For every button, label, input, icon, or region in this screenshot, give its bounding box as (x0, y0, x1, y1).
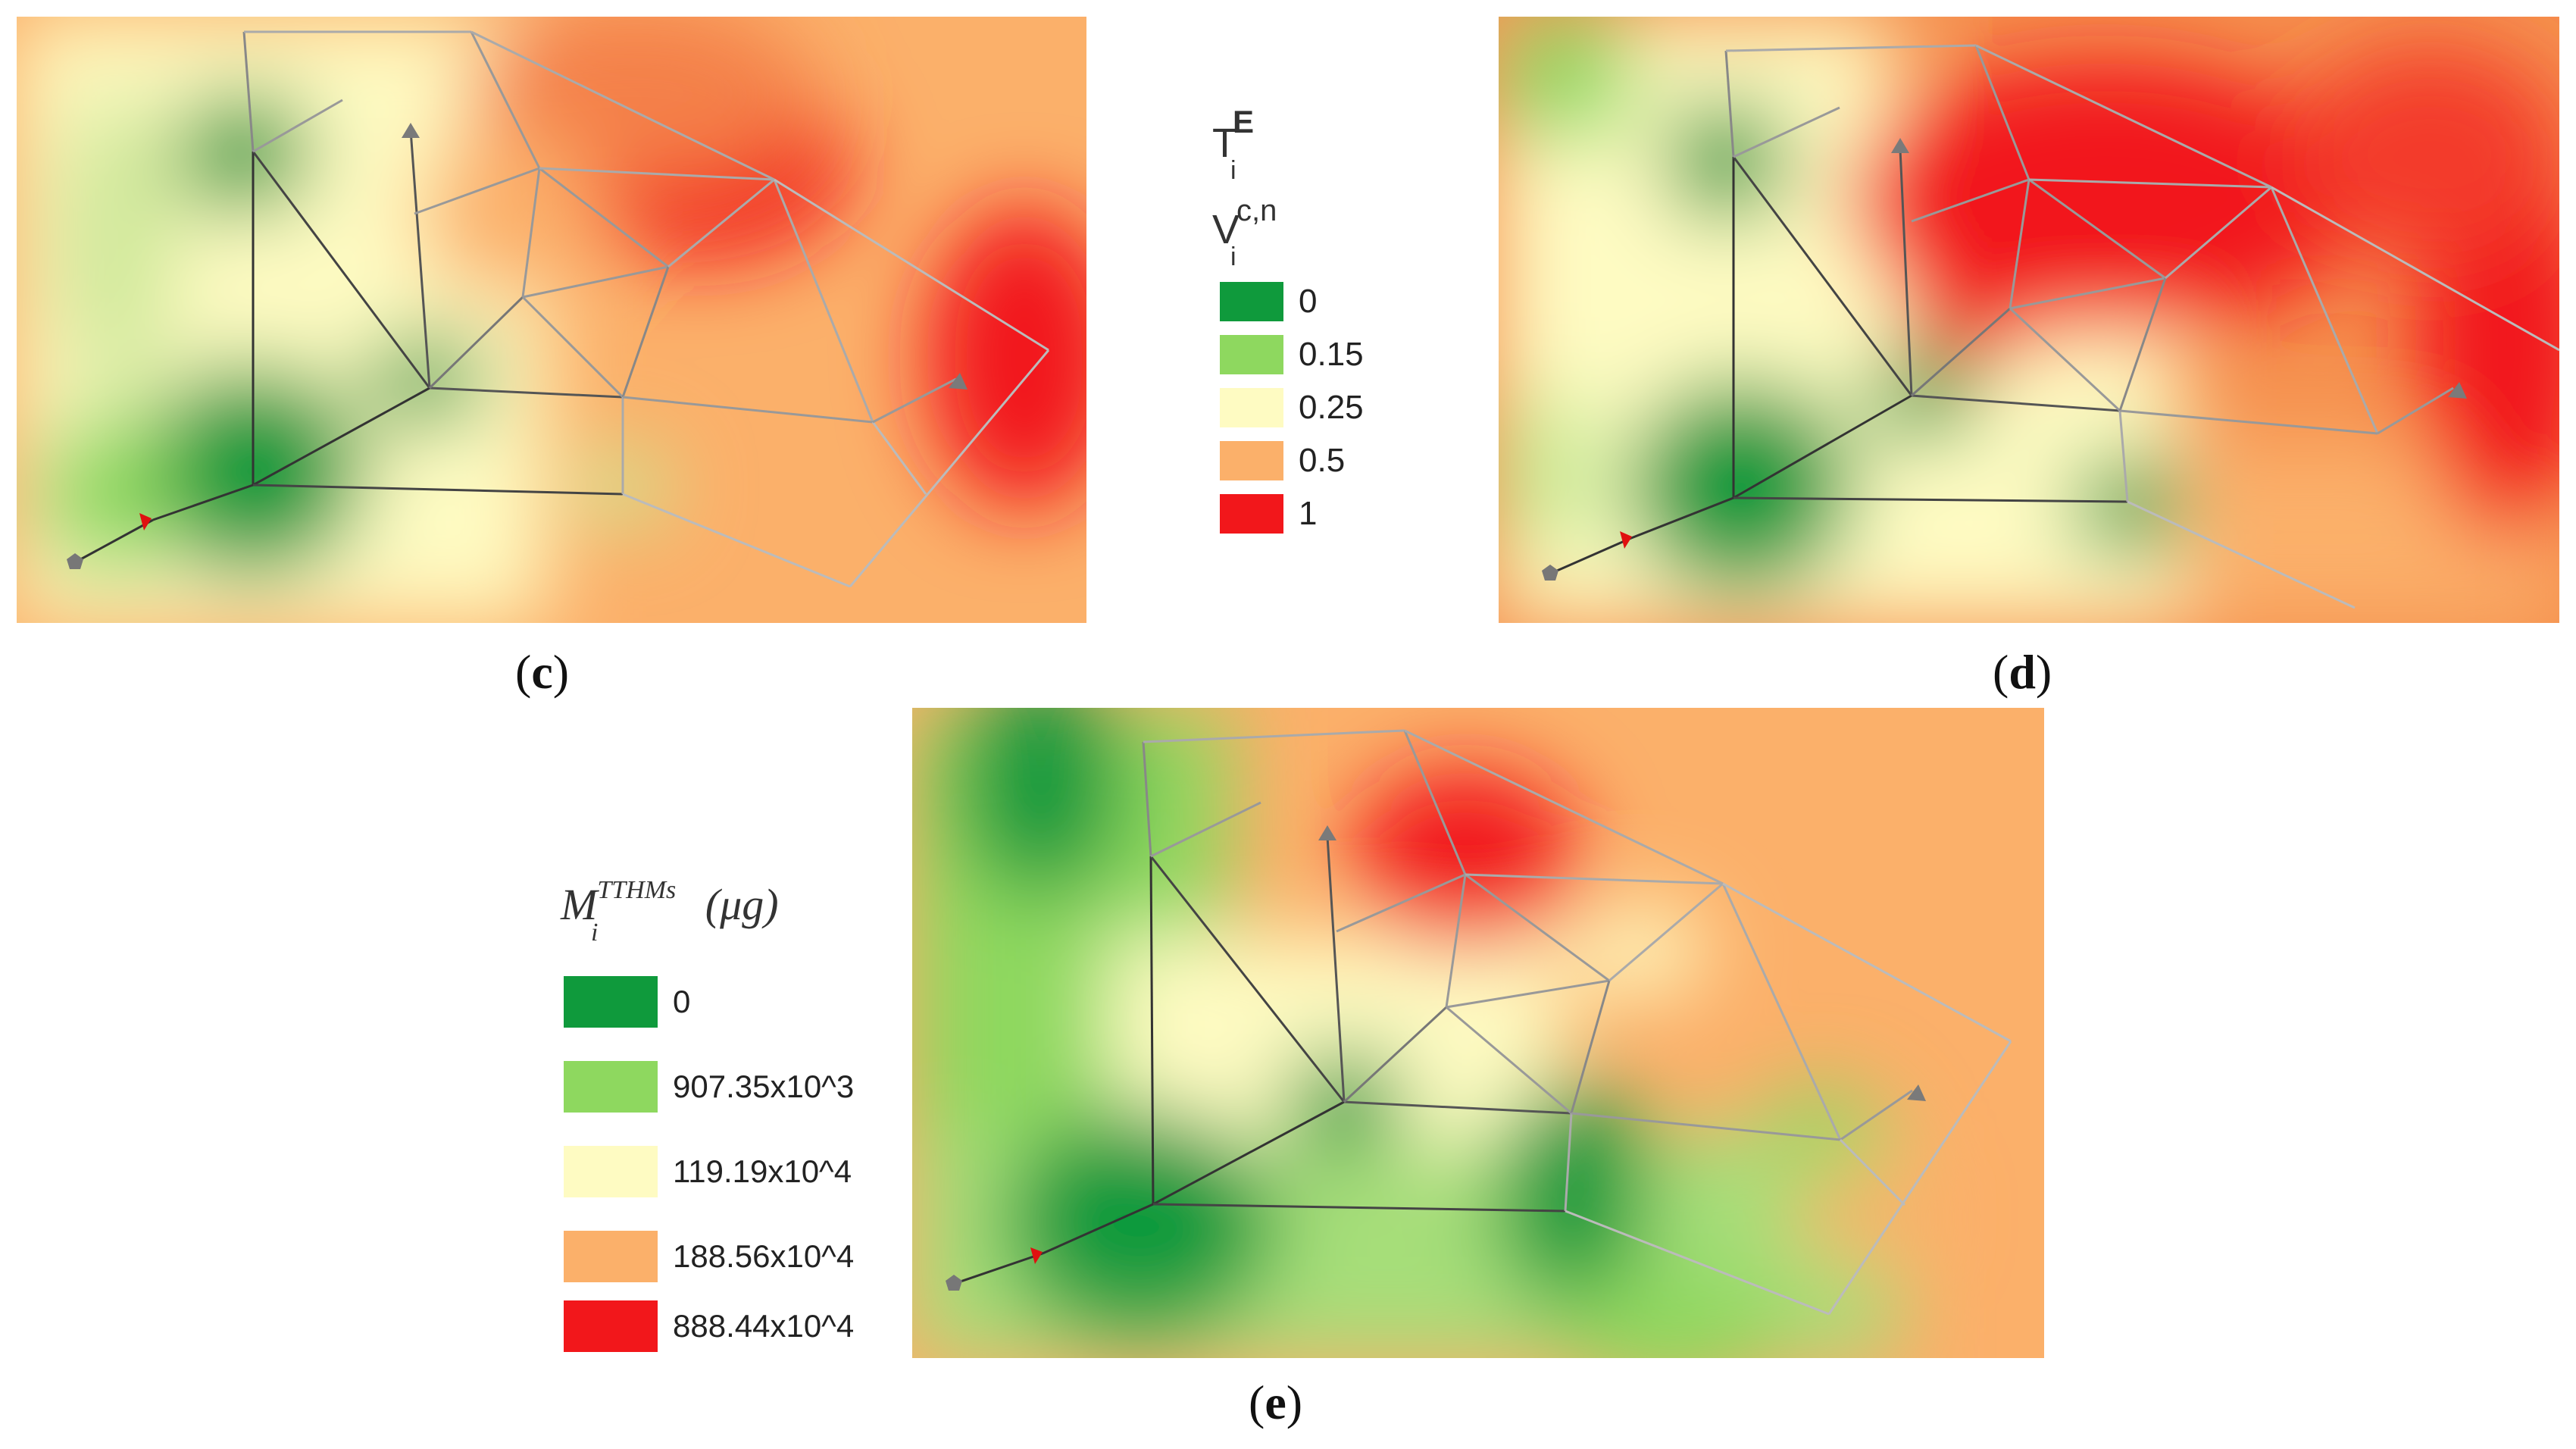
heat-field (17, 17, 1086, 623)
legend-label: 1 (1299, 495, 1318, 532)
flow-direction-icon (1620, 531, 1632, 549)
title-base: T (1212, 120, 1237, 166)
source-node-icon (67, 553, 83, 569)
caption-c: (c) (515, 644, 569, 700)
legend-swatch (564, 1231, 658, 1282)
legend-swatch (1220, 441, 1283, 480)
heatmap-panel-d (1499, 17, 2559, 623)
caption-close: ) (1286, 1375, 1303, 1429)
pipe-network-c (74, 30, 1050, 588)
source-node-icon (946, 1275, 962, 1291)
caption-close: ) (552, 645, 570, 699)
legend-label: 0 (673, 984, 691, 1019)
caption-open: ( (1993, 645, 2009, 699)
tank-arrow-icon (402, 123, 420, 138)
legend-swatch (1220, 388, 1283, 427)
heat-field (1499, 17, 2559, 623)
pipe-network-d (1549, 44, 2559, 609)
title-sub: i (1230, 156, 1236, 185)
legend-label: 888.44x10^4 (673, 1308, 855, 1344)
legend-top-item-1: 0.15 (1220, 335, 1364, 374)
source-node-icon (1542, 565, 1558, 581)
flow-direction-icon (1030, 1247, 1043, 1264)
title-sup: TTHMs (597, 876, 677, 904)
legend-bottom-item-3: 188.56x10^4 (564, 1231, 854, 1282)
tank-arrow-icon (1891, 138, 1909, 153)
legend-label: 0.25 (1299, 389, 1364, 426)
legend-top-title-line1: TE i (1212, 104, 1258, 185)
legend-top-item-4: 1 (1220, 494, 1317, 534)
flow-direction-icon (139, 513, 152, 530)
tank-arrow-icon (949, 373, 968, 390)
legend-swatch (564, 1061, 658, 1113)
heatmap-panel-c (17, 17, 1086, 623)
caption-d: (d) (1993, 644, 2052, 700)
legend-top-item-2: 0.25 (1220, 388, 1364, 427)
title-base: M (561, 880, 598, 929)
legend-bottom: MTTHMs i (μg) 0 907.35x10^3 119.19x10^4 1… (553, 872, 902, 1357)
legend-label: 188.56x10^4 (673, 1238, 855, 1274)
pipe-network-e (953, 729, 2012, 1316)
caption-letter: d (2009, 645, 2036, 699)
legend-label: 0.5 (1299, 442, 1346, 479)
legend-swatch (1220, 494, 1283, 534)
title-sub: i (1230, 243, 1236, 271)
tank-arrow-icon (1318, 825, 1336, 840)
caption-e: (e) (1249, 1375, 1302, 1431)
caption-open: ( (515, 645, 532, 699)
title-base: V (1212, 207, 1240, 252)
title-sup: E (1233, 104, 1255, 139)
title-unit: (μg) (705, 880, 779, 929)
legend-top-item-3: 0.5 (1220, 441, 1345, 480)
legend-label: 907.35x10^3 (673, 1069, 855, 1104)
title-sup: c,n (1236, 194, 1277, 227)
caption-letter: c (531, 645, 553, 699)
map-c-svg (17, 17, 1086, 623)
title-sub: i (591, 919, 599, 947)
legend-bottom-item-0: 0 (564, 976, 690, 1028)
legend-swatch (564, 976, 658, 1028)
legend-swatch (1220, 282, 1283, 321)
legend-label: 0 (1299, 283, 1318, 320)
legend-swatch (564, 1300, 658, 1352)
legend-top-title-line2: Vc,n i (1212, 194, 1280, 271)
tank-arrow-icon (1907, 1084, 1926, 1101)
map-d-svg (1499, 17, 2559, 623)
legend-bottom-title: MTTHMs i (μg) (561, 876, 779, 947)
caption-letter: e (1265, 1375, 1286, 1429)
caption-close: ) (2035, 645, 2052, 699)
legend-label: 119.19x10^4 (673, 1153, 852, 1189)
caption-open: ( (1249, 1375, 1265, 1429)
legend-top: TE i Vc,n i 0 0.15 0.25 0.5 1 (1212, 104, 1455, 546)
legend-bottom-item-4: 888.44x10^4 (564, 1300, 854, 1352)
legend-bottom-item-2: 119.19x10^4 (564, 1146, 852, 1197)
legend-label: 0.15 (1299, 336, 1364, 373)
legend-swatch (564, 1146, 658, 1197)
map-e-svg (912, 708, 2044, 1358)
tank-arrow-icon (2448, 382, 2467, 399)
legend-bottom-item-1: 907.35x10^3 (564, 1061, 854, 1113)
heatmap-panel-e (912, 708, 2044, 1358)
legend-top-item-0: 0 (1220, 282, 1317, 321)
legend-swatch (1220, 335, 1283, 374)
